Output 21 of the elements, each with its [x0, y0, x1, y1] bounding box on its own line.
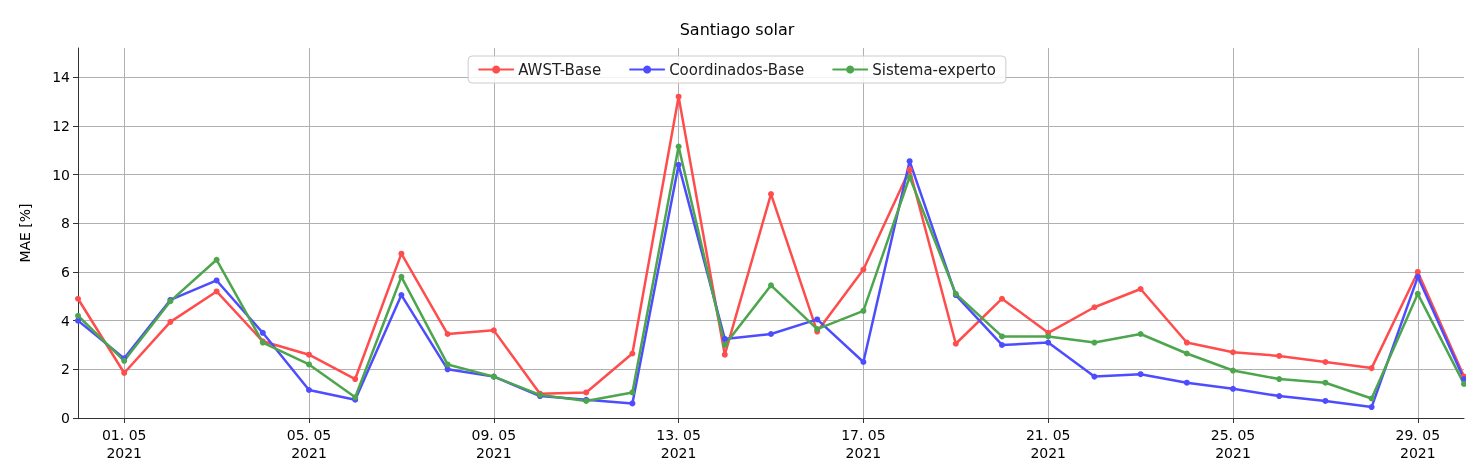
- x-tick-label: 13. 05 2021: [656, 427, 701, 461]
- y-axis-title: MAE [%]: [17, 203, 33, 263]
- legend-label: Sistema-experto: [872, 60, 996, 79]
- y-tick-label: 12: [52, 117, 70, 134]
- x-tick-label: 17. 05 2021: [841, 427, 886, 461]
- y-tick-label: 10: [52, 166, 70, 183]
- chart-title: Santiago solar: [679, 19, 795, 39]
- x-tick-label: 05. 05 2021: [286, 427, 332, 461]
- legend-label: Coordinados-Base: [669, 60, 805, 79]
- x-tick-label: 29. 05 2021: [1395, 427, 1441, 461]
- y-tick-label: 2: [61, 361, 70, 378]
- y-tick-label: 8: [61, 215, 70, 232]
- x-tick-label: 01. 05 2021: [101, 427, 147, 461]
- x-tick-label: 09. 05 2021: [471, 427, 517, 461]
- y-tick-label: 14: [52, 69, 71, 86]
- y-tick-label: 6: [61, 263, 71, 280]
- x-tick-label: 21. 05 2021: [1025, 427, 1071, 461]
- y-tick-label: 0: [61, 410, 70, 426]
- y-tick-label: 4: [61, 312, 71, 329]
- x-tick-label: 25. 05 2021: [1210, 427, 1256, 461]
- legend-label: AWST-Base: [518, 60, 602, 79]
